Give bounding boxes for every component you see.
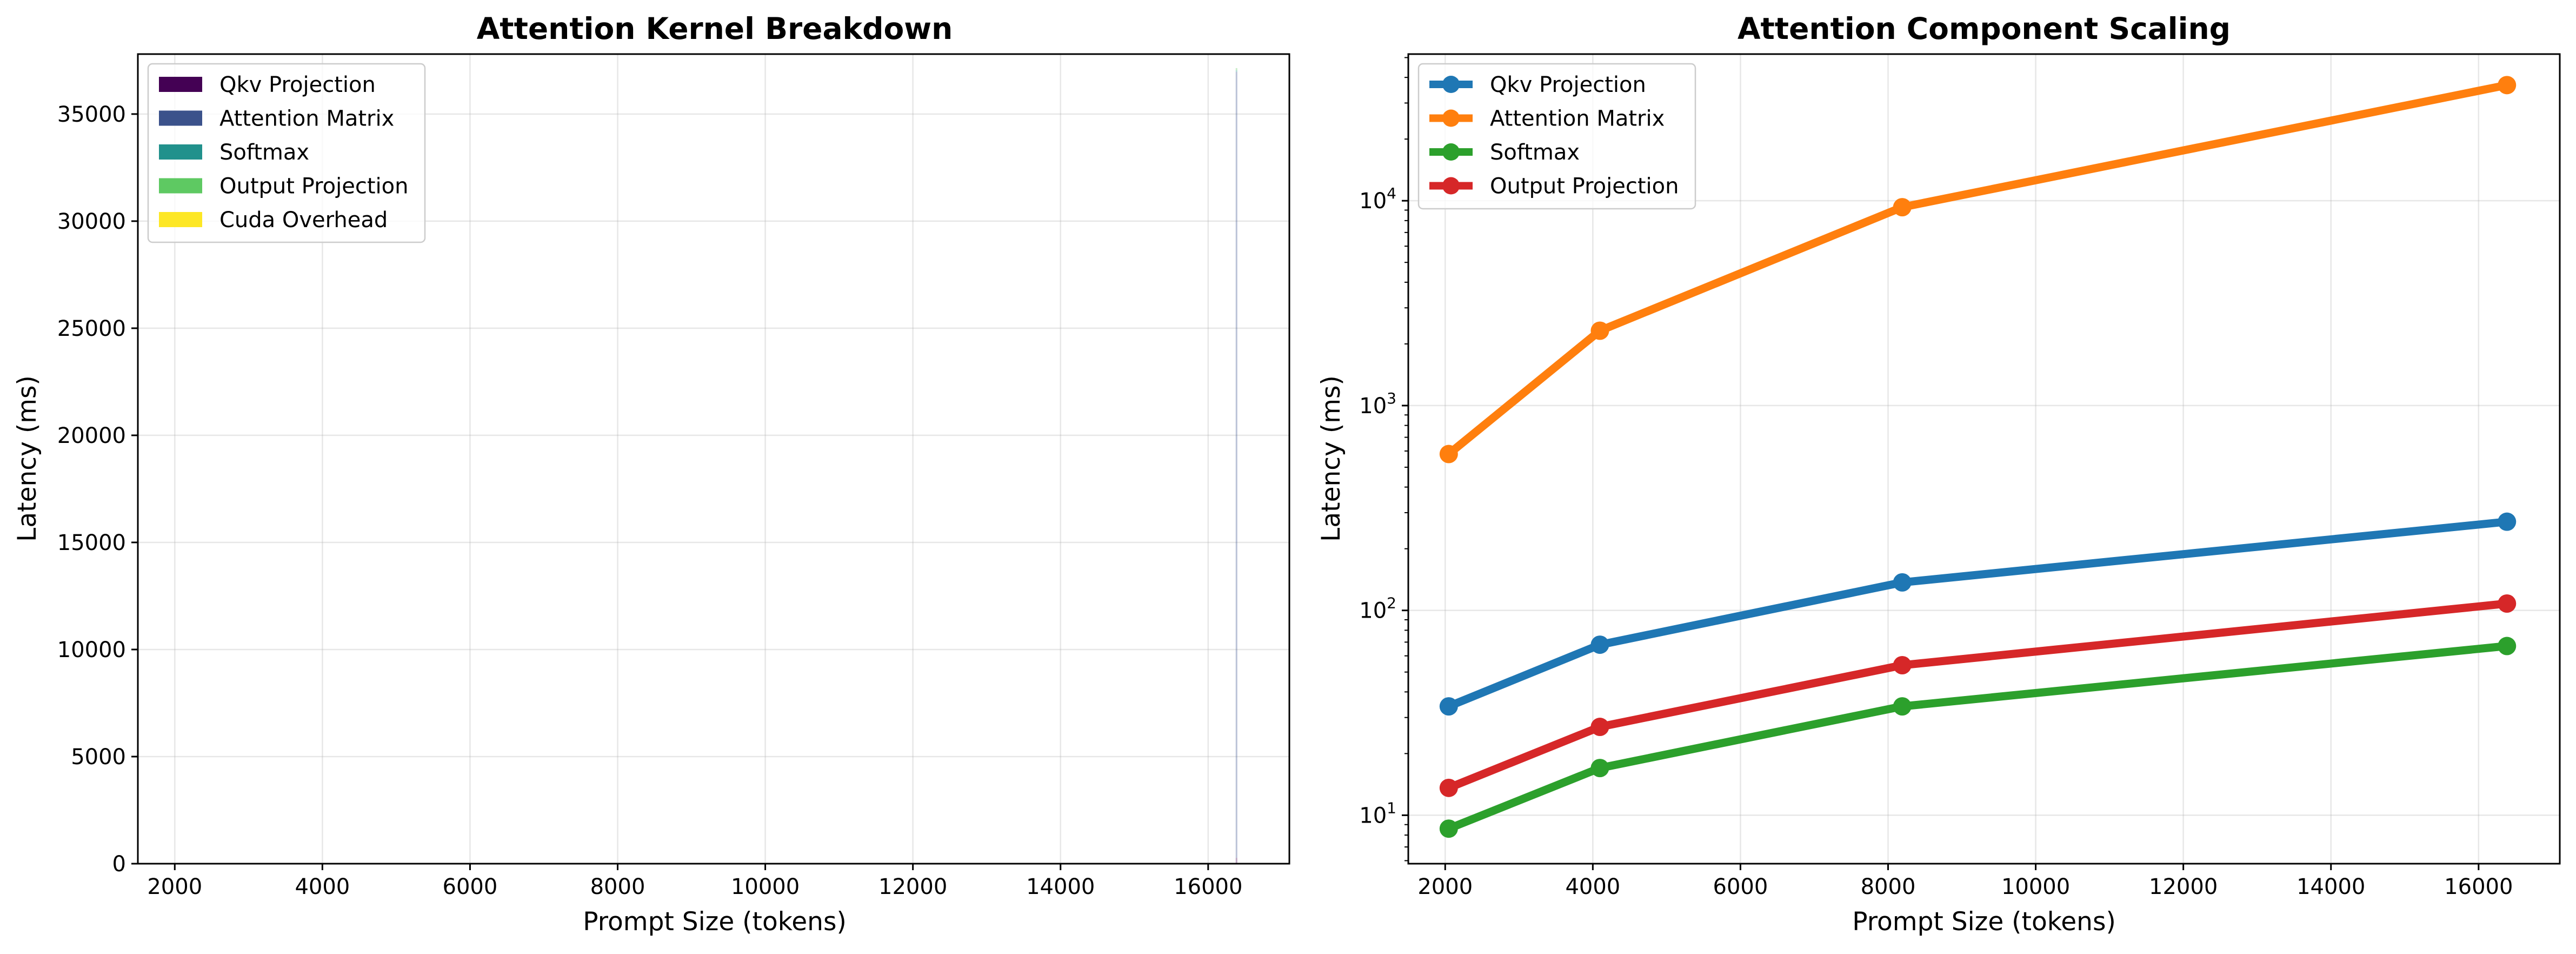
- right-x-tick-label: 6000: [1713, 875, 1768, 899]
- right-data-point-output-projection: [1590, 718, 1609, 737]
- right-legend-box: [1417, 63, 1696, 210]
- right-legend-label: Softmax: [1490, 140, 1580, 165]
- right-series-line-output-projection: [1447, 599, 2507, 792]
- right-x-axis-label: Prompt Size (tokens): [1852, 907, 2116, 937]
- left-legend-swatch: [159, 110, 202, 126]
- right-x-tick-label: 10000: [2001, 875, 2070, 899]
- left-x-tick-label: 4000: [295, 875, 350, 899]
- right-series-line-softmax: [1447, 642, 2507, 833]
- right-legend-marker: [1442, 109, 1460, 127]
- right-x-tick-label: 14000: [2297, 875, 2365, 899]
- right-series-line-qkv-projection: [1447, 518, 2507, 711]
- right-x-tick-label: 4000: [1565, 875, 1620, 899]
- tick-base: 10: [1359, 803, 1387, 828]
- right-data-point-qkv-projection: [1893, 573, 1912, 592]
- right-data-point-qkv-projection: [1439, 697, 1458, 716]
- right-data-point-output-projection: [1893, 656, 1912, 675]
- left-y-tick-label: 10000: [57, 638, 126, 662]
- left-y-tick-label: 5000: [71, 745, 126, 770]
- right-data-point-softmax: [2498, 637, 2517, 655]
- right-series-lines: [1439, 76, 2517, 838]
- left-y-tick-label: 30000: [57, 209, 126, 234]
- right-data-point-softmax: [1590, 759, 1609, 778]
- right-legend-marker: [1442, 76, 1460, 93]
- left-x-tick-label: 16000: [1174, 875, 1242, 899]
- left-x-tick-label: 12000: [878, 875, 947, 899]
- left-legend-swatch: [159, 144, 202, 160]
- tick-base: 10: [1359, 394, 1387, 419]
- left-y-axis-ticks: 0 5000 10000 15000 20000 25000 30000 35000: [57, 102, 138, 877]
- right-data-point-softmax: [1439, 819, 1458, 838]
- right-x-tick-label: 16000: [2444, 875, 2513, 899]
- left-legend-label: Output Projection: [219, 174, 408, 199]
- tick-exponent: 1: [1387, 799, 1396, 817]
- right-data-point-attention-matrix: [1439, 445, 1458, 463]
- right-y-tick-label: 102: [1359, 594, 1396, 624]
- right-legend-marker: [1442, 143, 1460, 161]
- right-data-point-output-projection: [1439, 778, 1458, 797]
- right-legend-label: Qkv Projection: [1490, 72, 1646, 97]
- tick-exponent: 3: [1387, 389, 1396, 407]
- left-gridlines: [138, 54, 1289, 865]
- left-x-axis-ticks: 2000 4000 6000 8000 10000 12000 14000 16000: [147, 864, 1242, 899]
- left-y-tick-label: 15000: [57, 531, 126, 555]
- left-legend-label: Attention Matrix: [219, 107, 394, 131]
- tick-exponent: 2: [1387, 594, 1396, 612]
- left-legend-swatch: [159, 212, 202, 227]
- right-y-tick-label: 103: [1359, 389, 1396, 419]
- left-plot-frame: [137, 53, 1290, 865]
- right-chart-title: Attention Component Scaling: [1738, 11, 2231, 46]
- right-y-tick-label: 104: [1359, 184, 1396, 214]
- right-data-point-attention-matrix: [2498, 76, 2517, 95]
- right-plot-frame: [1407, 53, 2561, 865]
- right-data-point-attention-matrix: [1893, 198, 1912, 217]
- right-x-axis-ticks: 2000 4000 6000 8000 10000 12000 14000 16000: [1417, 864, 2513, 899]
- right-x-tick-label: 12000: [2149, 875, 2218, 899]
- tick-exponent: 4: [1387, 184, 1396, 202]
- right-y-axis-label: Latency (ms): [1316, 375, 1346, 542]
- left-x-tick-label: 2000: [147, 875, 202, 899]
- left-x-tick-label: 8000: [590, 875, 645, 899]
- right-legend-marker: [1442, 177, 1460, 195]
- left-y-tick-label: 25000: [57, 316, 126, 341]
- left-legend: Qkv Projection Attention Matrix Softmax Out…: [147, 63, 426, 243]
- right-data-point-softmax: [1893, 697, 1912, 716]
- left-chart-panel: Attention Kernel Breakdown 2000 4000 6000 8…: [12, 11, 1290, 937]
- left-legend-swatch: [159, 77, 202, 92]
- right-data-point-qkv-projection: [1590, 635, 1609, 654]
- right-y-tick-label: 101: [1359, 799, 1396, 828]
- left-y-tick-label: 35000: [57, 102, 126, 127]
- left-y-tick-label: 20000: [57, 423, 126, 448]
- left-x-axis-label: Prompt Size (tokens): [583, 907, 847, 937]
- left-y-axis-label: Latency (ms): [12, 375, 42, 542]
- right-series-line-attention-matrix: [1446, 81, 2508, 458]
- tick-base: 10: [1359, 599, 1387, 624]
- right-x-tick-label: 8000: [1861, 875, 1916, 899]
- right-x-tick-label: 2000: [1417, 875, 1473, 899]
- right-data-point-attention-matrix: [1590, 321, 1609, 340]
- left-legend-label: Qkv Projection: [219, 72, 376, 97]
- right-legend: Qkv Projection Attention Matrix Softmax Out…: [1417, 63, 1696, 210]
- right-legend-label: Output Projection: [1490, 174, 1679, 199]
- left-x-tick-label: 10000: [731, 875, 800, 899]
- left-legend-box: [147, 63, 426, 243]
- tick-base: 10: [1359, 189, 1387, 214]
- left-x-tick-label: 6000: [443, 875, 498, 899]
- left-legend-swatch: [159, 178, 202, 194]
- left-legend-label: Softmax: [219, 140, 309, 165]
- left-legend-label: Cuda Overhead: [219, 208, 388, 233]
- right-legend-label: Attention Matrix: [1490, 107, 1665, 131]
- left-y-tick-label: 0: [112, 852, 126, 877]
- right-chart-panel: Attention Component Scaling 2000 4000 6000…: [1316, 11, 2561, 937]
- right-data-point-output-projection: [2498, 594, 2517, 613]
- right-data-point-qkv-projection: [2498, 512, 2517, 531]
- left-x-tick-label: 14000: [1026, 875, 1095, 899]
- left-chart-title: Attention Kernel Breakdown: [477, 11, 953, 46]
